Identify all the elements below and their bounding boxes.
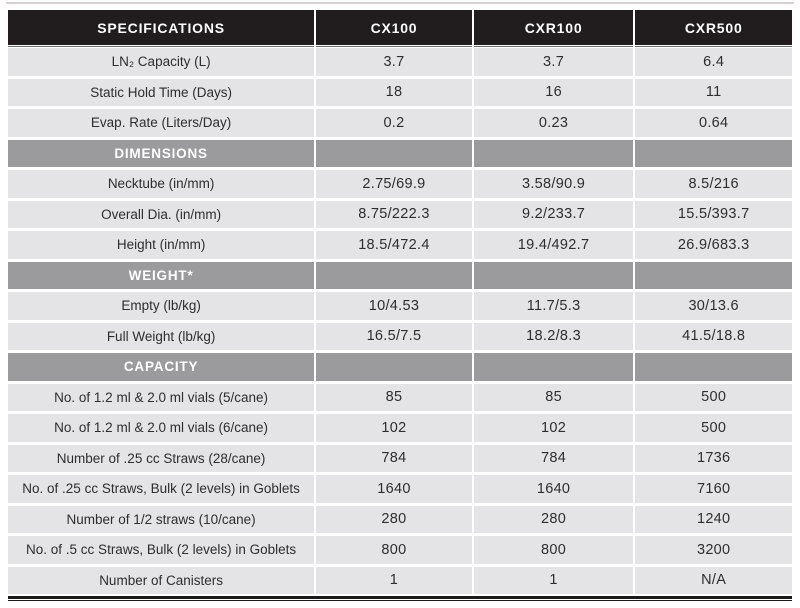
row-value-cxr100: 9.2/233.7: [473, 200, 634, 228]
row-value-cx100: 85: [316, 383, 472, 411]
row-value-cxr100: 19.4/492.7: [473, 231, 634, 259]
section-header-spacer: [316, 353, 472, 381]
row-value-cx100: 1: [316, 566, 472, 594]
row-value-cx100: 784: [316, 444, 472, 472]
row-value-cxr500: 1736: [635, 444, 792, 472]
section-header-label: WEIGHT*: [8, 261, 315, 289]
row-value-cxr500: N/A: [635, 566, 792, 594]
section-header-spacer: [473, 353, 634, 381]
row-value-cxr100: 3.7: [473, 48, 634, 76]
row-value-cxr100: 280: [473, 505, 634, 533]
row-value-cx100: 280: [316, 505, 472, 533]
column-header-cx100: CX100: [316, 10, 472, 45]
row-value-cxr500: 500: [635, 383, 792, 411]
section-header-spacer: [316, 139, 472, 167]
row-value-cx100: 1640: [316, 475, 472, 503]
row-value-cx100: 16.5/7.5: [316, 322, 472, 350]
column-header-specifications: SPECIFICATIONS: [8, 10, 315, 45]
row-value-cxr500: 500: [635, 414, 792, 442]
row-value-cxr100: 1640: [473, 475, 634, 503]
row-label: Height (in/mm): [8, 231, 315, 259]
row-value-cx100: 0.2: [316, 109, 472, 137]
page-top-rule: [6, 2, 794, 4]
row-value-cx100: 18.5/472.4: [316, 231, 472, 259]
row-value-cxr100: 11.7/5.3: [473, 292, 634, 320]
row-label: Static Hold Time (Days): [8, 78, 315, 106]
row-value-cxr500: 0.64: [635, 109, 792, 137]
row-value-cxr100: 0.23: [473, 109, 634, 137]
row-label: Full Weight (lb/kg): [8, 322, 315, 350]
row-label: Necktube (in/mm): [8, 170, 315, 198]
row-value-cx100: 800: [316, 536, 472, 564]
column-header-cxr100: CXR100: [473, 10, 634, 45]
row-label: No. of .5 cc Straws, Bulk (2 levels) in …: [8, 536, 315, 564]
section-header-spacer: [473, 139, 634, 167]
row-value-cxr500: 7160: [635, 475, 792, 503]
row-value-cx100: 8.75/222.3: [316, 200, 472, 228]
row-value-cxr500: 1240: [635, 505, 792, 533]
row-value-cxr500: 6.4: [635, 48, 792, 76]
section-header-spacer: [635, 139, 792, 167]
row-value-cxr500: 26.9/683.3: [635, 231, 792, 259]
row-value-cxr500: 41.5/18.8: [635, 322, 792, 350]
row-value-cxr500: 15.5/393.7: [635, 200, 792, 228]
row-value-cxr500: 11: [635, 78, 792, 106]
row-value-cxr100: 3.58/90.9: [473, 170, 634, 198]
row-label: No. of .25 cc Straws, Bulk (2 levels) in…: [8, 475, 315, 503]
section-header-spacer: [635, 353, 792, 381]
column-header-cxr500: CXR500: [635, 10, 792, 45]
row-label: No. of 1.2 ml & 2.0 ml vials (5/cane): [8, 383, 315, 411]
row-value-cxr100: 102: [473, 414, 634, 442]
row-label: Number of 1/2 straws (10/cane): [8, 505, 315, 533]
row-value-cx100: 102: [316, 414, 472, 442]
section-header-label: CAPACITY: [8, 353, 315, 381]
table-bottom-border: [8, 596, 792, 601]
row-label: LN₂ Capacity (L): [8, 48, 315, 76]
bottom-rule-thick-line: [8, 596, 792, 599]
row-value-cxr100: 18.2/8.3: [473, 322, 634, 350]
bottom-rule-thin-line: [8, 600, 792, 601]
specifications-table: SPECIFICATIONS CX100 CXR100 CXR500 LN₂ C…: [8, 10, 792, 601]
row-value-cxr500: 30/13.6: [635, 292, 792, 320]
row-value-cxr500: 3200: [635, 536, 792, 564]
row-label: No. of 1.2 ml & 2.0 ml vials (6/cane): [8, 414, 315, 442]
table-grid: SPECIFICATIONS CX100 CXR100 CXR500 LN₂ C…: [8, 10, 792, 594]
row-label: Number of .25 cc Straws (28/cane): [8, 444, 315, 472]
section-header-spacer: [473, 261, 634, 289]
row-value-cxr100: 1: [473, 566, 634, 594]
row-value-cxr100: 784: [473, 444, 634, 472]
row-value-cx100: 3.7: [316, 48, 472, 76]
bottom-rule-gap: [8, 599, 792, 600]
section-header-spacer: [635, 261, 792, 289]
section-header-label: DIMENSIONS: [8, 139, 315, 167]
row-value-cxr100: 16: [473, 78, 634, 106]
row-value-cx100: 18: [316, 78, 472, 106]
row-value-cxr100: 85: [473, 383, 634, 411]
row-label: Empty (lb/kg): [8, 292, 315, 320]
row-label: Evap. Rate (Liters/Day): [8, 109, 315, 137]
section-header-spacer: [316, 261, 472, 289]
row-label: Number of Canisters: [8, 566, 315, 594]
row-value-cxr100: 800: [473, 536, 634, 564]
row-value-cx100: 2.75/69.9: [316, 170, 472, 198]
row-value-cx100: 10/4.53: [316, 292, 472, 320]
row-value-cxr500: 8.5/216: [635, 170, 792, 198]
row-label: Overall Dia. (in/mm): [8, 200, 315, 228]
